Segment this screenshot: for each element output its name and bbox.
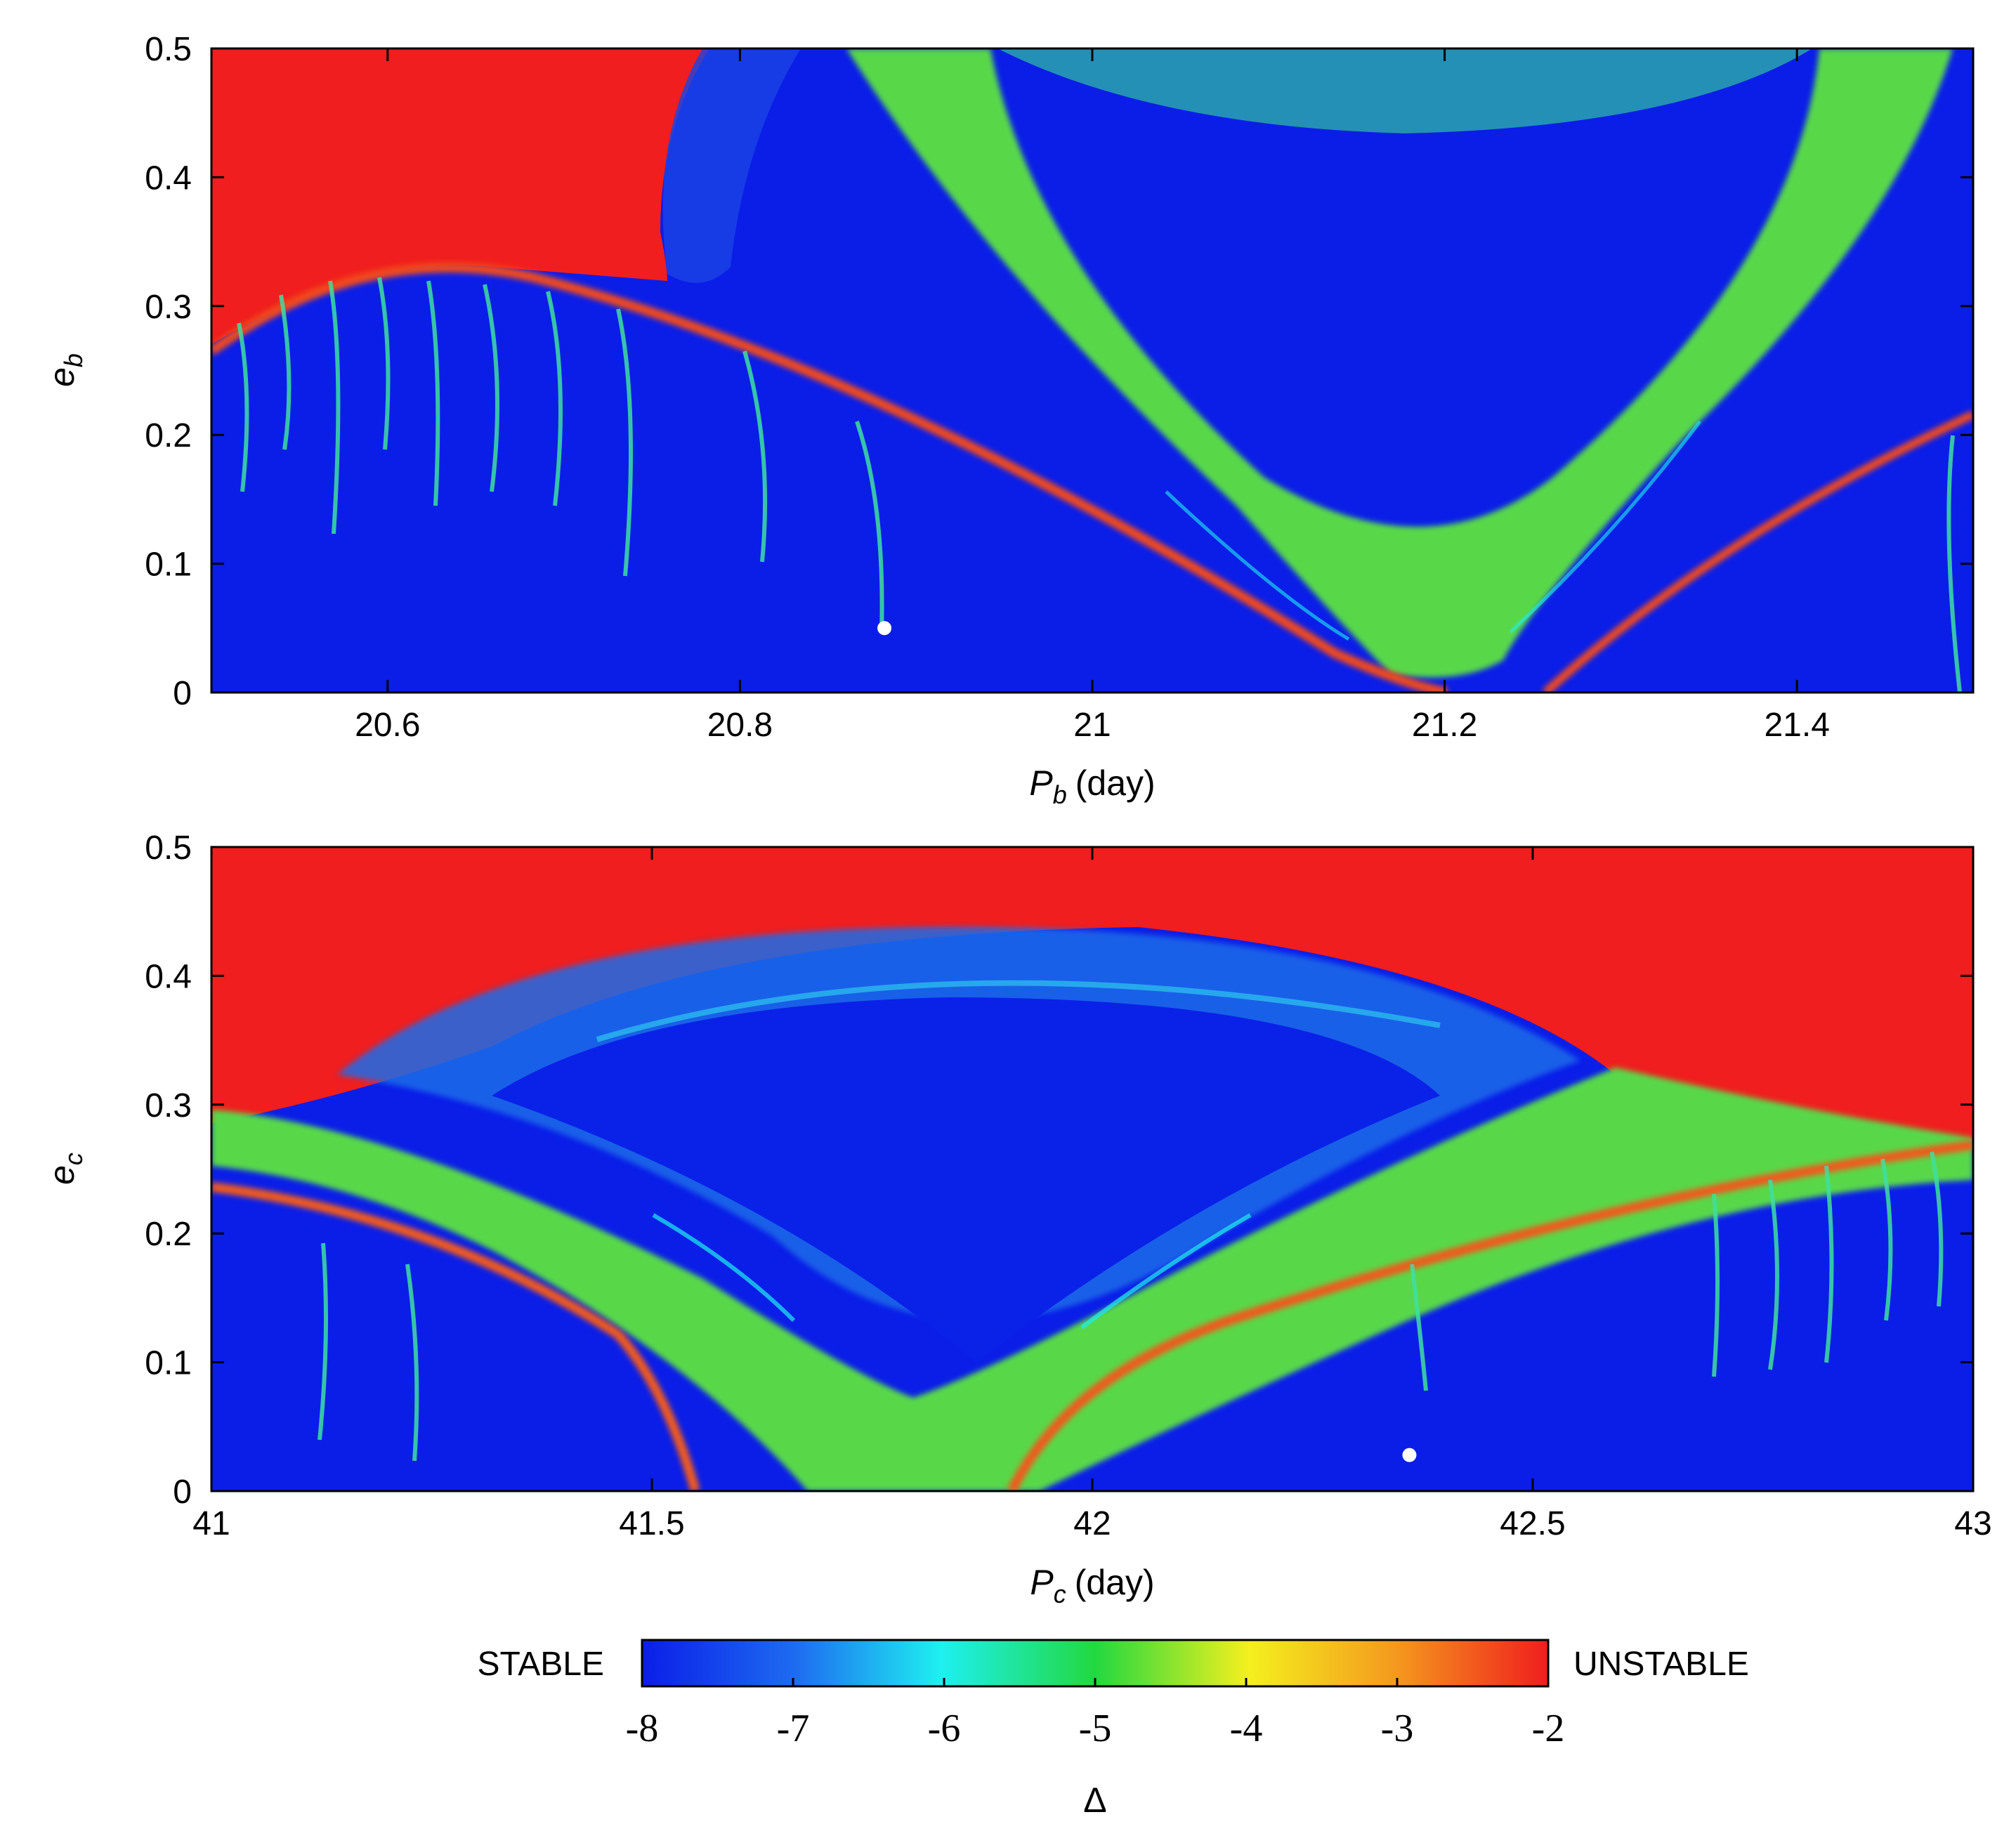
x-tick-label: 41 — [192, 1505, 230, 1542]
y-tick-label: 0.5 — [145, 31, 192, 68]
colorbar-tick-label: -4 — [1230, 1707, 1263, 1750]
x-axis-label: Pc (day) — [1030, 1563, 1154, 1608]
y-tick-label: 0.3 — [145, 1087, 192, 1124]
top-stability-map: 20.6 20.8 21 21.2 21.4 0 0.1 0.2 0.3 0.4 0.5 Pb (d… — [42, 31, 1975, 809]
resonance-fingers — [318, 1151, 1944, 1462]
heart-halo — [662, 48, 801, 283]
colorbar-right-label: UNSTABLE — [1573, 1646, 1749, 1683]
cyan-streak — [1080, 1213, 1252, 1330]
inner-core — [492, 997, 1440, 1363]
y-tick-label: 0.5 — [145, 829, 192, 867]
colorbar-ticks: -8 -7 -6 -5 -4 -3 -2 — [626, 1678, 1565, 1750]
x-tick-label: 21.4 — [1764, 707, 1829, 744]
y-tick-label: 0 — [173, 1474, 192, 1511]
separatrix-right — [1542, 410, 1973, 693]
colorbar-tick-label: -7 — [777, 1707, 810, 1750]
colorbar-left-label: STABLE — [477, 1646, 604, 1683]
y-tick-label: 0.1 — [145, 546, 192, 584]
x-tick-label: 21 — [1073, 707, 1111, 744]
bottom-stability-map: 41 41.5 42 42.5 43 00.10.20.30.40.5 Pc (day) … — [42, 829, 1992, 1608]
x-tick-label: 43 — [1954, 1505, 1991, 1542]
separatrix-left — [211, 1182, 700, 1491]
y-tick-label: 0.2 — [145, 417, 192, 454]
chaotic-band-heart — [846, 48, 1953, 678]
cyan-streak — [1509, 420, 1701, 634]
colorbar-tick-label: -8 — [626, 1707, 659, 1750]
y-tick-label: 0.4 — [145, 159, 192, 197]
x-axis-label: Pb (day) — [1029, 763, 1155, 809]
y-axis: 0 0.1 0.2 0.3 0.4 0.5 — [145, 31, 1973, 712]
separatrix-right — [1007, 1140, 1973, 1491]
colorbar-title: Δ — [1083, 1780, 1106, 1820]
y-tick-label: 0.2 — [145, 1216, 192, 1253]
colorbar: STABLE UNSTABLE -8 -7 -6 -5 -4 -3 -2 Δ — [477, 1639, 1749, 1820]
y-tick-label: 0.1 — [145, 1345, 192, 1382]
data-point-marker — [1402, 1448, 1417, 1462]
x-tick-label: 42.5 — [1500, 1505, 1565, 1542]
unstable-region — [211, 847, 1973, 1141]
x-axis: 20.6 20.8 21 21.2 21.4 — [355, 48, 1830, 744]
x-tick-label: 21.2 — [1412, 707, 1477, 744]
y-axis: 0 0.1 0.2 0.3 0.4 0.5 — [145, 829, 1973, 1511]
x-tick-label: 20.6 — [355, 707, 420, 744]
chaotic-band-v — [211, 1068, 1973, 1491]
colorbar-tick-label: -6 — [928, 1707, 961, 1750]
x-tick-label: 42 — [1073, 1505, 1111, 1542]
cyan-streak — [652, 1213, 796, 1323]
colorbar-tick-label: -5 — [1079, 1707, 1112, 1750]
y-tick-label: 0.4 — [145, 958, 192, 995]
y-tick-label: 0.3 — [145, 289, 192, 326]
unstable-region — [211, 48, 709, 344]
cyan-streak — [1165, 490, 1350, 641]
y-tick-label: 0 — [173, 675, 192, 712]
x-tick-label: 20.8 — [707, 707, 773, 744]
x-axis: 41 41.5 42 42.5 43 — [192, 847, 1992, 1542]
colorbar-tick-label: -3 — [1381, 1707, 1414, 1750]
chaotic-top-cap — [997, 48, 1812, 133]
colorbar-tick-label: -2 — [1532, 1707, 1565, 1750]
data-point-marker — [877, 621, 892, 636]
y-axis-label: ec — [42, 1153, 88, 1185]
cyan-arc — [596, 980, 1441, 1042]
x-tick-label: 41.5 — [619, 1505, 684, 1542]
y-axis-label: eb — [42, 353, 88, 387]
separatrix-left — [211, 262, 1448, 693]
resonance-fingers — [237, 277, 1962, 693]
